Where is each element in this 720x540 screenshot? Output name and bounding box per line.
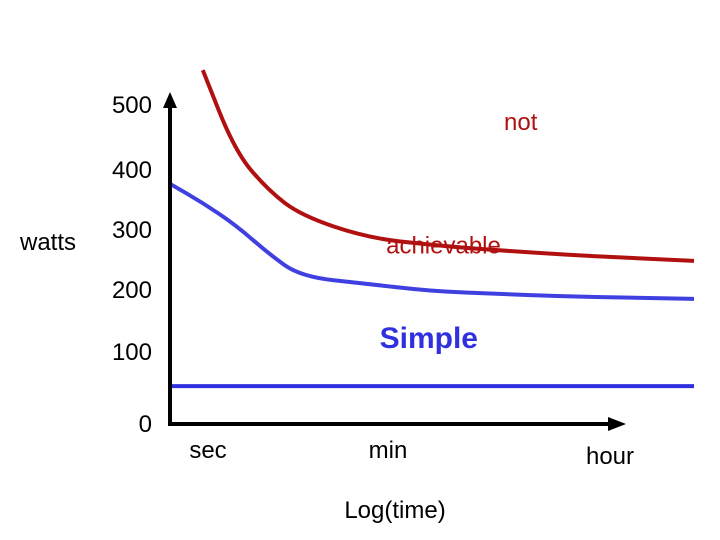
y-tick-0: 0 bbox=[139, 411, 152, 438]
y-tick-100: 100 bbox=[112, 339, 152, 366]
y-tick-300: 300 bbox=[112, 217, 152, 244]
x-axis-label: Log(time) bbox=[344, 497, 445, 524]
y-tick-400: 400 bbox=[112, 157, 152, 184]
annotation-achievable: achievable bbox=[386, 232, 501, 259]
series-layer bbox=[168, 69, 695, 389]
x-tick-sec: sec bbox=[189, 437, 226, 464]
x-axis-arrow bbox=[608, 417, 626, 431]
annotation-not: not bbox=[504, 109, 538, 136]
series-line-not bbox=[200, 69, 695, 263]
y-axis-arrow bbox=[163, 92, 177, 108]
series-line-achievable bbox=[168, 182, 695, 301]
x-tick-hour: hour bbox=[586, 443, 634, 470]
y-tick-500: 500 bbox=[112, 92, 152, 119]
y-tick-200: 200 bbox=[112, 277, 152, 304]
annotation-layer: not achievable Simple bbox=[380, 109, 538, 355]
annotation-simple: Simple bbox=[380, 322, 478, 355]
y-axis-label: watts bbox=[19, 229, 76, 256]
x-tick-min: min bbox=[369, 437, 408, 464]
